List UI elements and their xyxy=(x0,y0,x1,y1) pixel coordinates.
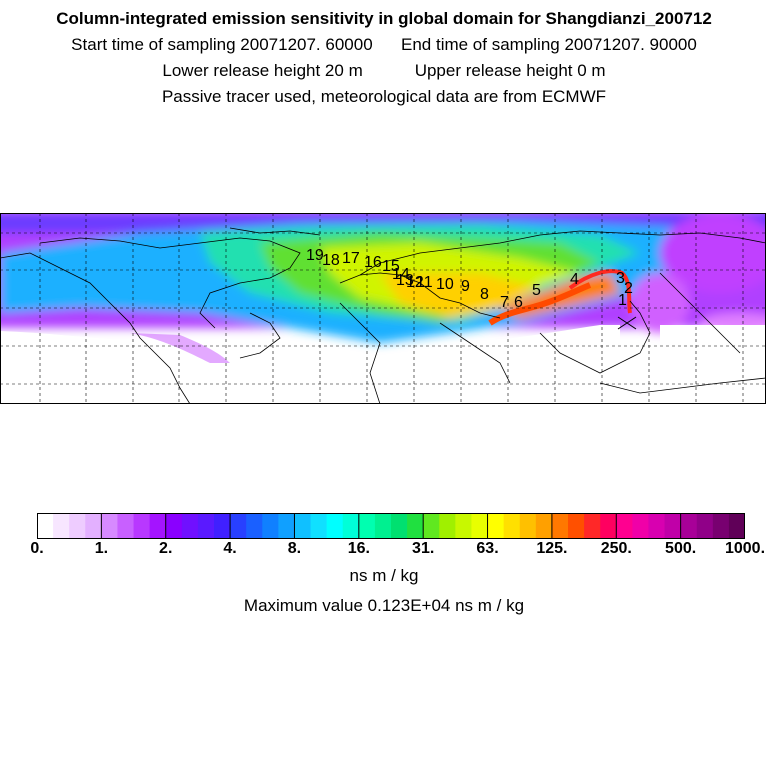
trajectory-label: 15 xyxy=(382,258,400,275)
colorbar-cell xyxy=(342,513,360,539)
colorbar-cell xyxy=(503,513,521,539)
colorbar-tick-label: 1. xyxy=(94,540,109,557)
colorbar xyxy=(37,513,745,539)
graticule xyxy=(0,213,766,404)
tracer-note: Passive tracer used, meteorological data… xyxy=(161,87,607,106)
colorbar-tick-label: 4. xyxy=(223,540,237,557)
trajectory-label: 8 xyxy=(480,286,489,303)
colorbar-tick-label: 1000. xyxy=(724,540,766,557)
colorbar-cell xyxy=(165,513,183,539)
colorbar-cell xyxy=(85,513,102,539)
colorbar-cell xyxy=(326,513,344,539)
trajectory-label: 16 xyxy=(364,254,382,271)
upper-release-label: Upper release height 0 m xyxy=(414,61,606,80)
colorbar-cell xyxy=(584,513,601,539)
colorbar-cell xyxy=(278,513,296,539)
colorbar-cell xyxy=(728,513,745,539)
colorbar-tick-label: 8. xyxy=(287,540,302,557)
colorbar-cell xyxy=(648,513,666,539)
colorbar-cell xyxy=(214,513,231,539)
colorbar-cell xyxy=(117,513,135,539)
colorbar-cell xyxy=(358,513,376,539)
colorbar-cell xyxy=(551,513,569,539)
colorbar-cell xyxy=(519,513,537,539)
sampling-times: Start time of sampling 20071207. 60000 E… xyxy=(0,35,768,55)
colorbar-tick-label: 0. xyxy=(30,540,44,557)
trajectory-label: 9 xyxy=(461,278,470,295)
colorbar-cell xyxy=(696,513,714,539)
colorbar-cell xyxy=(407,513,424,539)
colorbar-tick-label: 16. xyxy=(347,540,370,557)
receptor-marker xyxy=(617,316,637,330)
trajectory-label: 19 xyxy=(306,247,324,264)
colorbar-cell xyxy=(53,513,70,539)
trajectory-label: 1 xyxy=(618,292,627,309)
maximum-value-label: Maximum value 0.123E+04 ns m / kg xyxy=(243,596,525,615)
colorbar-tick-label: 500. xyxy=(665,540,697,557)
trajectory-label: 12 xyxy=(406,274,424,291)
trajectory-label: 10 xyxy=(436,276,454,293)
trajectory-label: 17 xyxy=(342,250,360,267)
colorbar-cell xyxy=(616,513,633,539)
plot-title: Column-integrated emission sensitivity i… xyxy=(56,9,712,28)
colorbar-tick-label: 2. xyxy=(159,540,173,557)
trajectory-label: 7 xyxy=(500,294,509,311)
colorbar-cell xyxy=(133,513,151,539)
colorbar-cell xyxy=(181,513,199,539)
release-heights: Lower release height 20 m Upper release … xyxy=(0,61,768,81)
trajectory-label: 4 xyxy=(570,271,579,288)
trajectory-label: 5 xyxy=(532,282,541,299)
colorbar-cell xyxy=(600,513,617,539)
end-time-label: End time of sampling 20071207. 90000 xyxy=(401,35,697,54)
sensitivity-field xyxy=(0,213,766,404)
colorbar-cell xyxy=(439,513,456,539)
colorbar-cell xyxy=(487,513,505,539)
colorbar-cell xyxy=(664,513,682,539)
colorbar-cell xyxy=(101,513,119,539)
colorbar-tick-labels: 0. 1. 2. 4. 8. 16. 31. 63. 125. 250. 500. 1000. xyxy=(0,540,768,560)
trajectory-label: 14 xyxy=(392,266,410,283)
colorbar-cell xyxy=(391,513,408,539)
colorbar-cell xyxy=(69,513,86,539)
colorbar-cell xyxy=(374,513,392,539)
colorbar-cell xyxy=(535,513,553,539)
start-time-label: Start time of sampling 20071207. 60000 xyxy=(71,35,373,54)
colorbar-cell xyxy=(310,513,328,539)
colorbar-cell xyxy=(197,513,215,539)
trajectory-label: 13 xyxy=(396,272,414,289)
colorbar-tick-label: 125. xyxy=(536,540,568,557)
colorbar-cell xyxy=(37,513,54,539)
colorbar-tick-label: 31. xyxy=(412,540,435,557)
trajectory-label: 3 xyxy=(616,270,625,287)
colorbar-tick-label: 63. xyxy=(476,540,499,557)
trajectory-label: 6 xyxy=(514,294,523,311)
colorbar-units: ns m / kg xyxy=(349,566,419,585)
colorbar-cell xyxy=(246,513,263,539)
colorbar-cell xyxy=(712,513,730,539)
lower-release-label: Lower release height 20 m xyxy=(162,61,363,80)
colorbar-cell xyxy=(455,513,473,539)
colorbar-cell xyxy=(568,513,585,539)
colorbar-cell xyxy=(294,513,312,539)
trajectory-label: 18 xyxy=(322,252,340,269)
colorbar-cell xyxy=(680,513,698,539)
colorbar-cell xyxy=(262,513,279,539)
coastlines xyxy=(0,227,766,404)
colorbar-tick-label: 250. xyxy=(600,540,632,557)
colorbar-cell xyxy=(230,513,247,539)
colorbar-cell xyxy=(149,513,167,539)
trajectory-label: 11 xyxy=(416,274,433,291)
colorbar-cell xyxy=(471,513,489,539)
colorbar-cell xyxy=(423,513,440,539)
trajectory-label: 2 xyxy=(624,280,633,297)
map-frame xyxy=(0,213,766,404)
colorbar-cell xyxy=(632,513,650,539)
